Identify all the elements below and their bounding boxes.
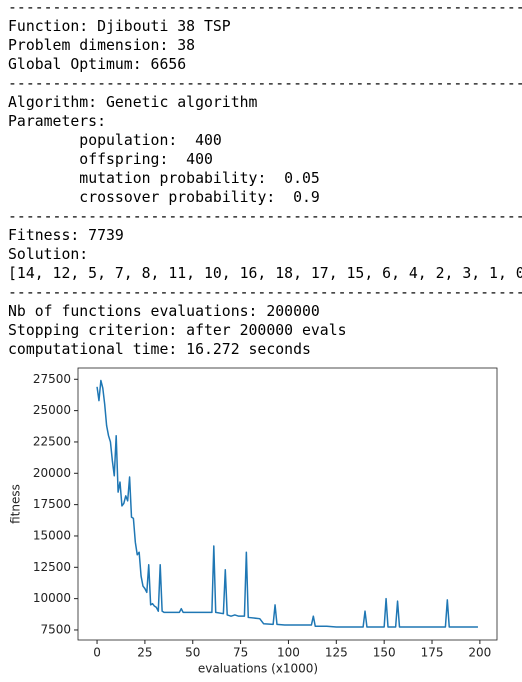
x-tick-label: 150 <box>373 646 396 660</box>
output-line: ----------------------------------------… <box>8 0 522 16</box>
output-line: ----------------------------------------… <box>8 75 522 92</box>
output-line: population: 400 <box>8 132 222 149</box>
output-line: Problem dimension: 38 <box>8 37 196 54</box>
output-line: crossover probability: 0.9 <box>8 189 320 206</box>
output-line: Algorithm: Genetic algorithm <box>8 94 258 111</box>
x-tick-label: 200 <box>468 646 491 660</box>
y-tick-label: 12500 <box>33 560 71 574</box>
output-line: offspring: 400 <box>8 151 213 168</box>
y-tick-label: 22500 <box>33 434 71 448</box>
y-tick-label: 10000 <box>33 591 71 605</box>
x-tick-label: 75 <box>233 646 248 660</box>
x-tick-label: 175 <box>421 646 444 660</box>
y-tick-label: 27500 <box>33 372 71 386</box>
y-tick-label: 17500 <box>33 497 71 511</box>
plot-frame <box>77 367 498 641</box>
output-line: Stopping criterion: after 200000 evals <box>8 322 347 339</box>
x-tick-label: 125 <box>325 646 348 660</box>
y-tick-label: 15000 <box>33 528 71 542</box>
x-tick-label: 25 <box>137 646 152 660</box>
x-tick-label: 50 <box>185 646 200 660</box>
cell-output: ----------------------------------------… <box>8 0 522 359</box>
output-line: Nb of functions evaluations: 200000 <box>8 303 320 320</box>
output-line: ----------------------------------------… <box>8 208 522 225</box>
x-axis-label: evaluations (x1000) <box>198 662 318 676</box>
output-line: Fitness: 7739 <box>8 227 124 244</box>
x-tick-label: 100 <box>277 646 300 660</box>
y-tick-label: 20000 <box>33 466 71 480</box>
y-axis-label: fitness <box>9 484 23 524</box>
line-series <box>96 379 478 628</box>
output-line: computational time: 16.272 seconds <box>8 341 311 358</box>
y-tick-label: 25000 <box>33 403 71 417</box>
output-line: [14, 12, 5, 7, 8, 11, 10, 16, 18, 17, 15… <box>8 265 522 282</box>
output-line: Solution: <box>8 246 89 263</box>
output-line: Parameters: <box>8 113 106 130</box>
x-tick-label: 0 <box>93 646 101 660</box>
output-line: Function: Djibouti 38 TSP <box>8 18 231 35</box>
output-line: mutation probability: 0.05 <box>8 170 320 187</box>
y-tick-label: 7500 <box>40 622 71 636</box>
output-line: ----------------------------------------… <box>8 284 522 301</box>
output-line: Global Optimum: 6656 <box>8 56 187 73</box>
